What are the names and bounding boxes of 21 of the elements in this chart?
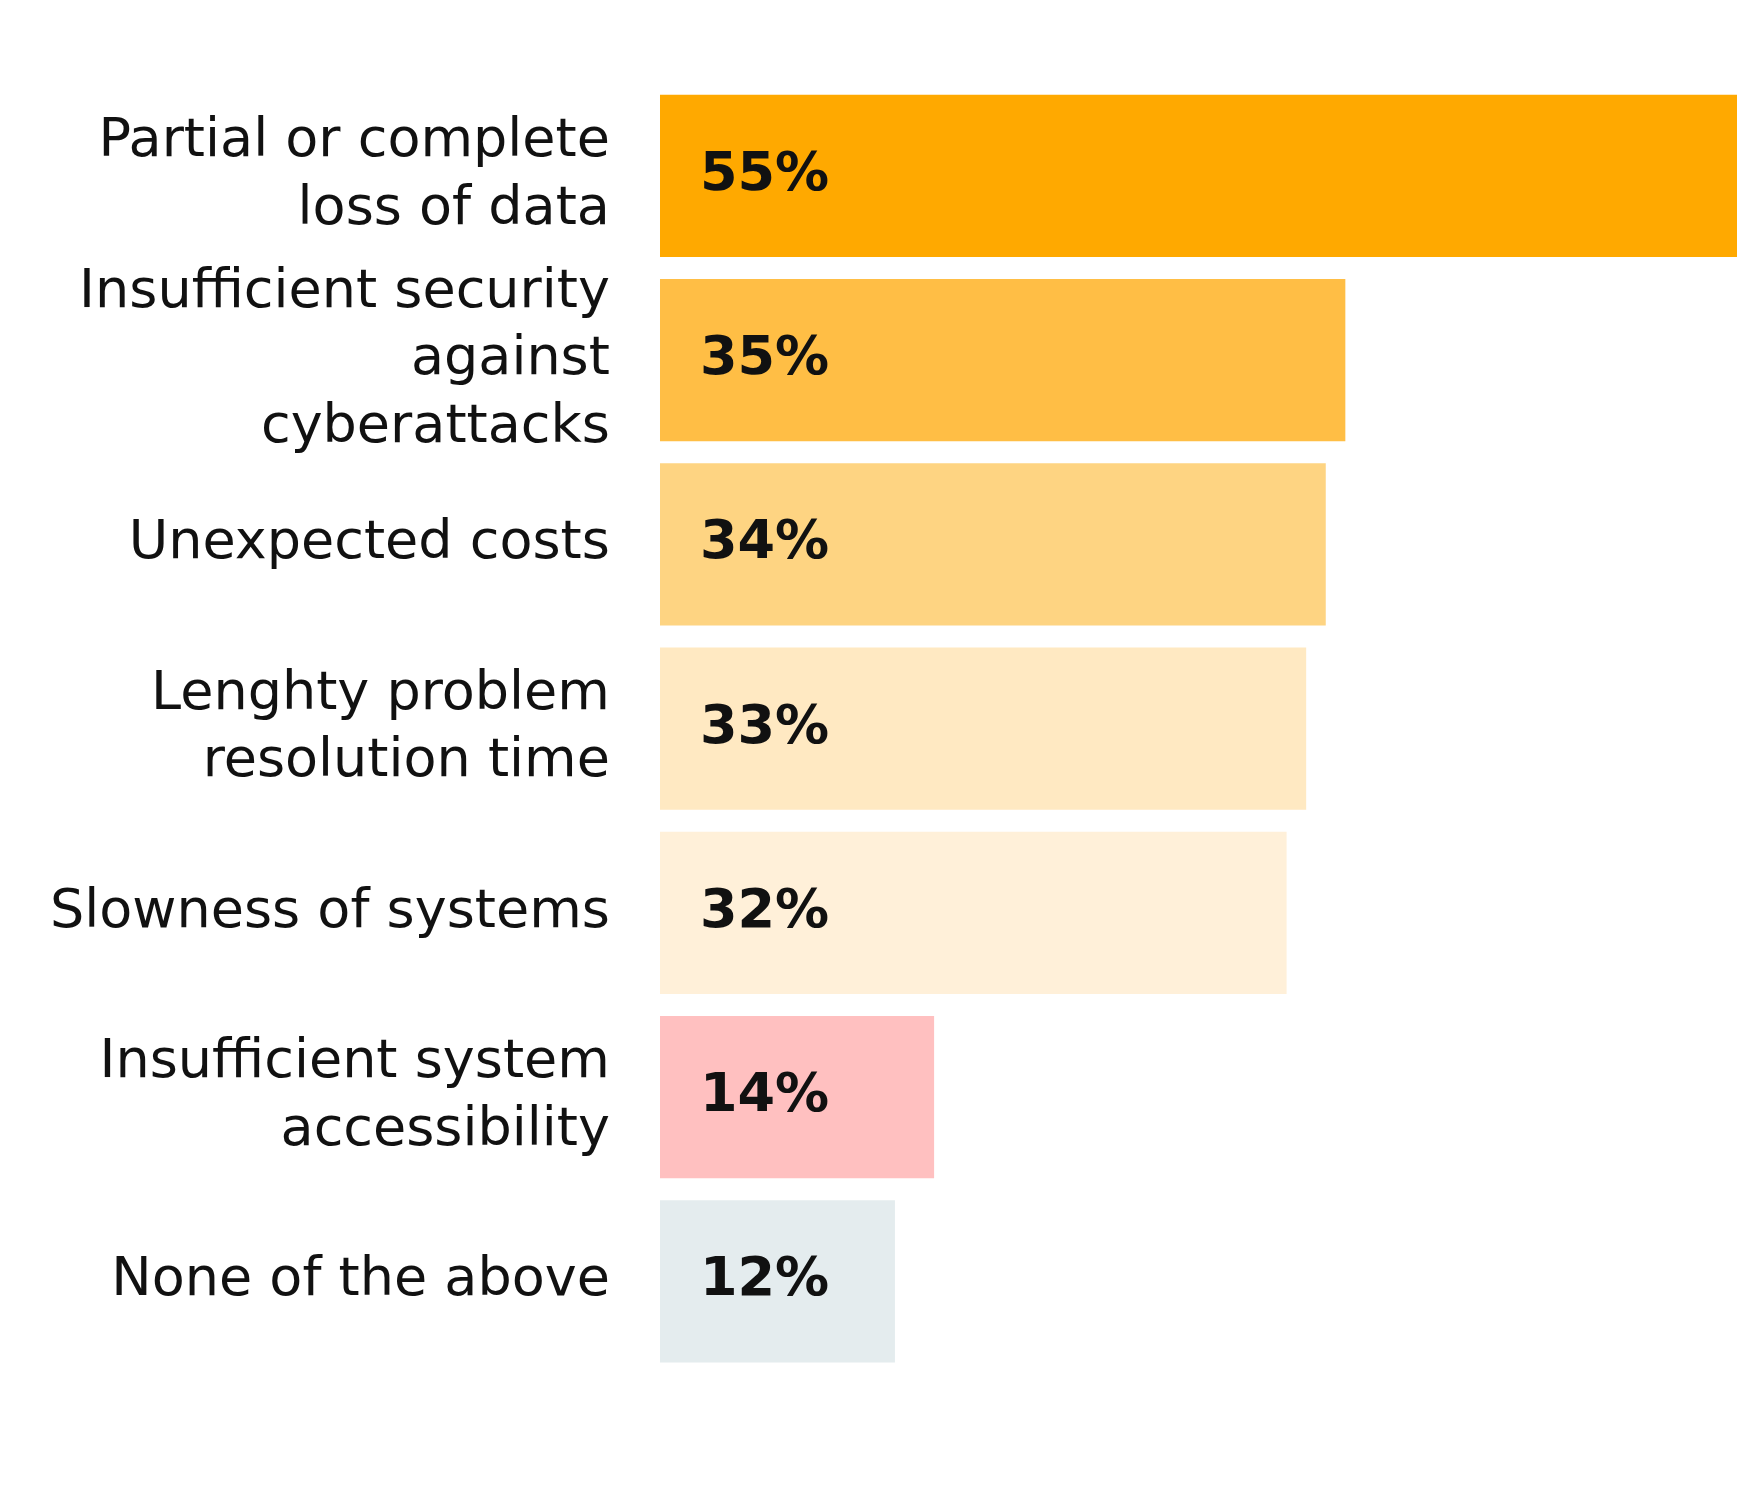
bar [659, 1016, 935, 1179]
bar [659, 463, 1326, 626]
y-tick-label: Unexpected costs [128, 508, 610, 572]
data-label: 34% [699, 508, 830, 572]
y-tick-label: Insufficient system accessibility [99, 1027, 610, 1158]
bar [659, 647, 1307, 810]
y-tick-label: None of the above [111, 1245, 610, 1309]
bar [659, 279, 1346, 442]
y-tick-label: Lenghty problem resolution time [151, 658, 610, 790]
bar [659, 1200, 895, 1363]
y-tick-label: Partial or complete loss of data [98, 106, 610, 237]
y-tick-label: Insufficient security against cyberattacks [79, 256, 610, 455]
data-label: 14% [699, 1061, 830, 1125]
data-label: 12% [699, 1245, 830, 1309]
y-tick-label: Slowness of systems [50, 876, 610, 940]
data-label: 55% [699, 139, 830, 203]
data-label: 33% [699, 692, 830, 756]
bar [659, 831, 1287, 994]
data-label: 32% [699, 876, 830, 940]
bar [659, 94, 1737, 257]
data-label: 35% [699, 324, 830, 388]
